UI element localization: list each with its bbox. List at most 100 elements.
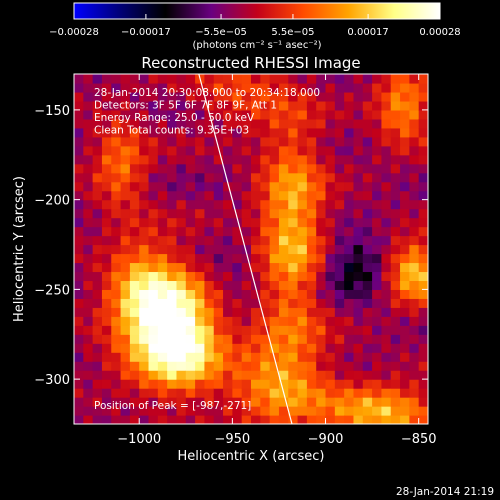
heatmap-cell [232,343,243,353]
heatmap-cell [223,415,233,424]
heatmap-cell [306,406,317,416]
heatmap-cell [101,361,112,371]
heatmap-cell [74,145,84,156]
heatmap-cell [372,289,383,299]
heatmap-cell [278,343,289,353]
heatmap-cell [372,235,383,246]
heatmap-cell [297,289,308,299]
heatmap-cell [260,235,271,246]
heatmap-cell [269,163,280,174]
heatmap-cell [344,172,355,183]
heatmap-cell [400,226,410,237]
heatmap-cell [111,280,122,290]
colorbar-tick-label: 5.5e−05 [271,27,314,38]
heatmap-cell [325,208,336,219]
heatmap-cell [372,307,383,317]
heatmap-cell [74,280,84,290]
heatmap-cell [232,82,243,93]
heatmap-cell [297,271,308,282]
heatmap-cell [334,190,345,201]
heatmap-cell [269,343,280,353]
heatmap-cell [306,118,317,129]
heatmap-cell [139,406,150,416]
heatmap-cell [288,109,299,120]
heatmap-cell [92,352,103,362]
heatmap-cell [353,370,364,380]
heatmap-cell [232,118,243,129]
heatmap-cell [74,397,84,407]
heatmap-cell [260,217,271,228]
heatmap-cell [167,181,178,192]
heatmap-cell [223,74,233,84]
heatmap-cell [381,190,392,201]
heatmap-cell [232,280,243,290]
heatmap-cell [120,289,131,299]
heatmap-cell [288,370,299,380]
heatmap-cell [372,163,383,174]
heatmap-cell [269,199,280,210]
heatmap-cell [251,208,261,219]
heatmap-cell [176,343,187,353]
heatmap-cell [232,127,243,138]
heatmap-cell [120,388,131,398]
heatmap-cell [334,82,345,93]
heatmap-cell [353,181,364,192]
timestamp-footer: 28-Jan-2014 21:19 [395,486,494,498]
heatmap-cell [232,74,243,84]
heatmap-cell [306,82,317,93]
heatmap-cell [288,244,299,255]
heatmap-cell [381,352,392,362]
heatmap-cell [372,226,383,237]
heatmap-cell [157,118,168,129]
heatmap-cell [400,379,410,389]
heatmap-cell [185,74,196,84]
heatmap-cell [251,352,261,362]
heatmap-cell [148,109,159,120]
heatmap-cell [148,226,159,237]
heatmap-cell [148,406,159,416]
heatmap-cell [241,370,252,380]
heatmap-cell [92,74,103,84]
annotation-line: Clean Total counts: 9.35E+03 [94,125,249,137]
heatmap-cell [372,82,383,93]
heatmap-cell [185,208,196,219]
heatmap-cell [101,91,112,102]
heatmap-cell [139,235,150,246]
heatmap-cell [269,379,280,389]
heatmap-cell [306,370,317,380]
heatmap-cell [120,325,131,335]
heatmap-cell [83,415,94,424]
heatmap-cell [278,298,289,308]
heatmap-cell [418,100,428,111]
heatmap-cell [269,235,280,246]
heatmap-cell [195,352,206,362]
heatmap-cell [390,289,401,299]
heatmap-cell [297,136,308,147]
heatmap-cell [139,388,150,398]
heatmap-cell [260,208,271,219]
heatmap-cell [185,127,196,138]
heatmap-cell [418,217,428,228]
heatmap-cell [157,379,168,389]
heatmap-cell [185,154,196,165]
heatmap-cell [120,280,131,290]
heatmap-cell [381,370,392,380]
heatmap-cell [381,199,392,210]
heatmap-cell [400,217,410,228]
heatmap-cell [297,415,308,424]
heatmap-cell [204,316,215,326]
heatmap-cell [185,181,196,192]
heatmap-cell [111,181,122,192]
heatmap-cell [176,379,187,389]
heatmap-cell [204,100,215,111]
heatmap-cell [241,406,252,416]
heatmap-cell [176,100,187,111]
heatmap-cell [316,361,327,371]
heatmap-cell [167,253,178,264]
heatmap-cell [251,280,261,290]
heatmap-cell [204,352,215,362]
heatmap-cell [334,271,345,282]
heatmap-cell [232,370,243,380]
heatmap-cell [232,325,243,335]
heatmap-cell [139,343,150,353]
